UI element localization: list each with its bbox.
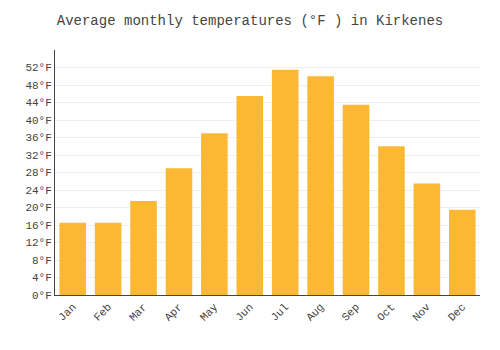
svg-text:Jan: Jan — [56, 301, 78, 323]
svg-text:40°F: 40°F — [25, 115, 51, 127]
svg-text:Jul: Jul — [269, 301, 291, 323]
svg-text:48°F: 48°F — [25, 80, 51, 92]
svg-text:8°F: 8°F — [32, 255, 52, 267]
svg-text:52°F: 52°F — [25, 62, 51, 74]
svg-text:Sep: Sep — [340, 301, 362, 323]
svg-text:Average monthly temperatures (: Average monthly temperatures (°F ) in Ki… — [57, 13, 443, 29]
svg-text:12°F: 12°F — [25, 237, 51, 249]
svg-text:May: May — [198, 301, 221, 324]
svg-text:24°F: 24°F — [25, 185, 51, 197]
svg-text:Feb: Feb — [92, 301, 114, 323]
svg-text:Apr: Apr — [162, 301, 184, 323]
svg-text:Mar: Mar — [127, 301, 149, 323]
svg-text:Nov: Nov — [410, 301, 433, 324]
svg-text:0°F: 0°F — [32, 290, 52, 302]
svg-text:20°F: 20°F — [25, 202, 51, 214]
svg-text:32°F: 32°F — [25, 150, 51, 162]
svg-text:Dec: Dec — [446, 301, 468, 323]
svg-text:4°F: 4°F — [32, 272, 52, 284]
svg-text:Aug: Aug — [304, 301, 326, 323]
svg-text:16°F: 16°F — [25, 220, 51, 232]
svg-text:Jun: Jun — [233, 301, 255, 323]
svg-text:Oct: Oct — [375, 301, 397, 323]
svg-text:44°F: 44°F — [25, 97, 51, 109]
svg-text:36°F: 36°F — [25, 132, 51, 144]
svg-text:28°F: 28°F — [25, 167, 51, 179]
